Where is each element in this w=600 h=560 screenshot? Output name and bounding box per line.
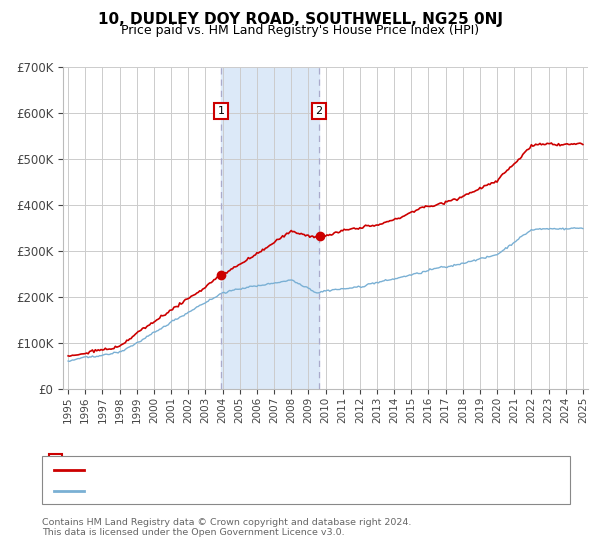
Text: £327,000: £327,000 [273,483,329,497]
Text: 44% ↑ HPI: 44% ↑ HPI [405,455,467,469]
Text: 1: 1 [52,457,59,467]
Text: 2: 2 [52,485,59,495]
Text: 22-FEB-2010: 22-FEB-2010 [84,483,160,497]
Text: HPI: Average price, detached house, Newark and Sherwood: HPI: Average price, detached house, Newa… [90,486,416,496]
Text: 10, DUDLEY DOY ROAD, SOUTHWELL, NG25 0NJ (detached house): 10, DUDLEY DOY ROAD, SOUTHWELL, NG25 0NJ… [90,465,451,475]
Text: 10, DUDLEY DOY ROAD, SOUTHWELL, NG25 0NJ: 10, DUDLEY DOY ROAD, SOUTHWELL, NG25 0NJ [97,12,503,27]
Bar [221,67,319,389]
Text: 2: 2 [316,106,323,116]
Text: Contains HM Land Registry data © Crown copyright and database right 2024.
This d: Contains HM Land Registry data © Crown c… [42,518,412,538]
Text: £249,995: £249,995 [273,455,329,469]
Text: Price paid vs. HM Land Registry's House Price Index (HPI): Price paid vs. HM Land Registry's House … [121,24,479,37]
Text: 28-NOV-2003: 28-NOV-2003 [84,455,162,469]
Text: 1: 1 [218,106,224,116]
Text: 62% ↑ HPI: 62% ↑ HPI [405,483,467,497]
